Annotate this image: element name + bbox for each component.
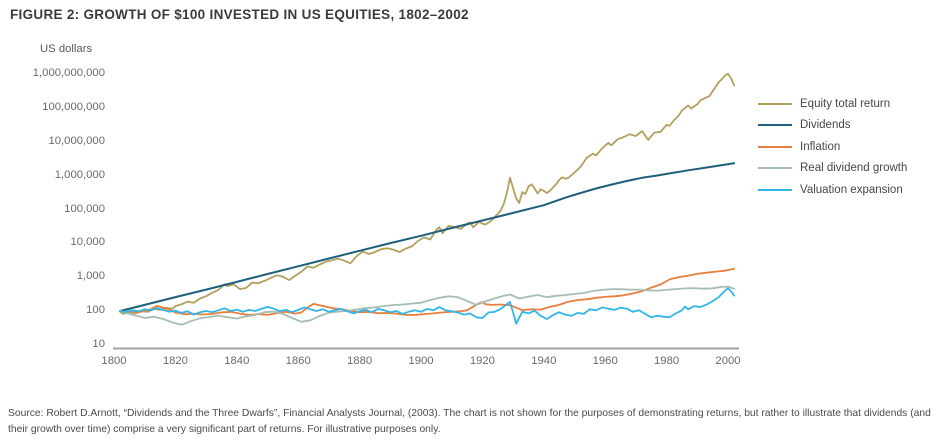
legend-swatch xyxy=(758,124,792,126)
legend-swatch xyxy=(758,102,792,105)
y-tick-label: 10,000 xyxy=(70,236,105,249)
legend-label: Valuation expansion xyxy=(800,183,903,196)
x-tick-label: 1900 xyxy=(408,355,434,367)
x-tick-label: 1800 xyxy=(101,355,127,367)
y-tick-label: 100,000,000 xyxy=(42,101,105,114)
legend-swatch xyxy=(758,145,792,148)
x-tick-label: 1940 xyxy=(531,355,557,367)
legend-item: Real dividend growth xyxy=(758,162,907,175)
y-tick-label: 1,000,000,000 xyxy=(32,67,105,80)
x-tick-label: 1880 xyxy=(347,355,373,367)
legend-swatch xyxy=(758,188,792,191)
series-line-valuation-expansion xyxy=(119,287,735,325)
y-tick-label: 10 xyxy=(92,337,105,350)
series-line-inflation xyxy=(119,267,735,316)
y-axis-unit-label: US dollars xyxy=(40,43,93,55)
legend-swatch xyxy=(758,167,792,169)
series-line-dividends xyxy=(119,162,736,312)
x-tick-label: 1820 xyxy=(162,355,188,367)
series-line-real-dividend-growth xyxy=(119,285,735,326)
x-tick-label: 1960 xyxy=(592,355,618,367)
legend-item: Dividends xyxy=(758,119,907,132)
x-tick-label: 1860 xyxy=(285,355,311,367)
legend-item: Inflation xyxy=(758,140,907,153)
series-line-equity-total-return xyxy=(119,72,735,315)
legend-label: Inflation xyxy=(800,140,841,153)
x-tick-label: 1980 xyxy=(654,355,680,367)
x-tick-label: 2000 xyxy=(715,355,741,367)
y-tick-label: 100,000 xyxy=(64,202,105,215)
y-tick-label: 10,000,000 xyxy=(48,135,105,147)
x-tick-label: 1840 xyxy=(224,355,250,367)
x-tick-label: 1920 xyxy=(469,355,495,367)
y-tick-label: 1,000,000 xyxy=(54,168,105,181)
source-note: Source: Robert D.Arnott, “Dividends and … xyxy=(8,408,931,435)
figure-title: FIGURE 2: GROWTH OF $100 INVESTED IN US … xyxy=(10,7,469,22)
legend-label: Dividends xyxy=(800,119,851,131)
legend-label: Equity total return xyxy=(800,97,891,110)
y-tick-label: 1,000 xyxy=(76,270,105,283)
legend-item: Equity total return xyxy=(758,97,907,110)
y-tick-label: 100 xyxy=(86,304,105,316)
legend-item: Valuation expansion xyxy=(758,183,907,196)
legend-label: Real dividend growth xyxy=(800,162,908,174)
chart-legend: Equity total return Dividends Inflation Rea… xyxy=(758,97,907,205)
